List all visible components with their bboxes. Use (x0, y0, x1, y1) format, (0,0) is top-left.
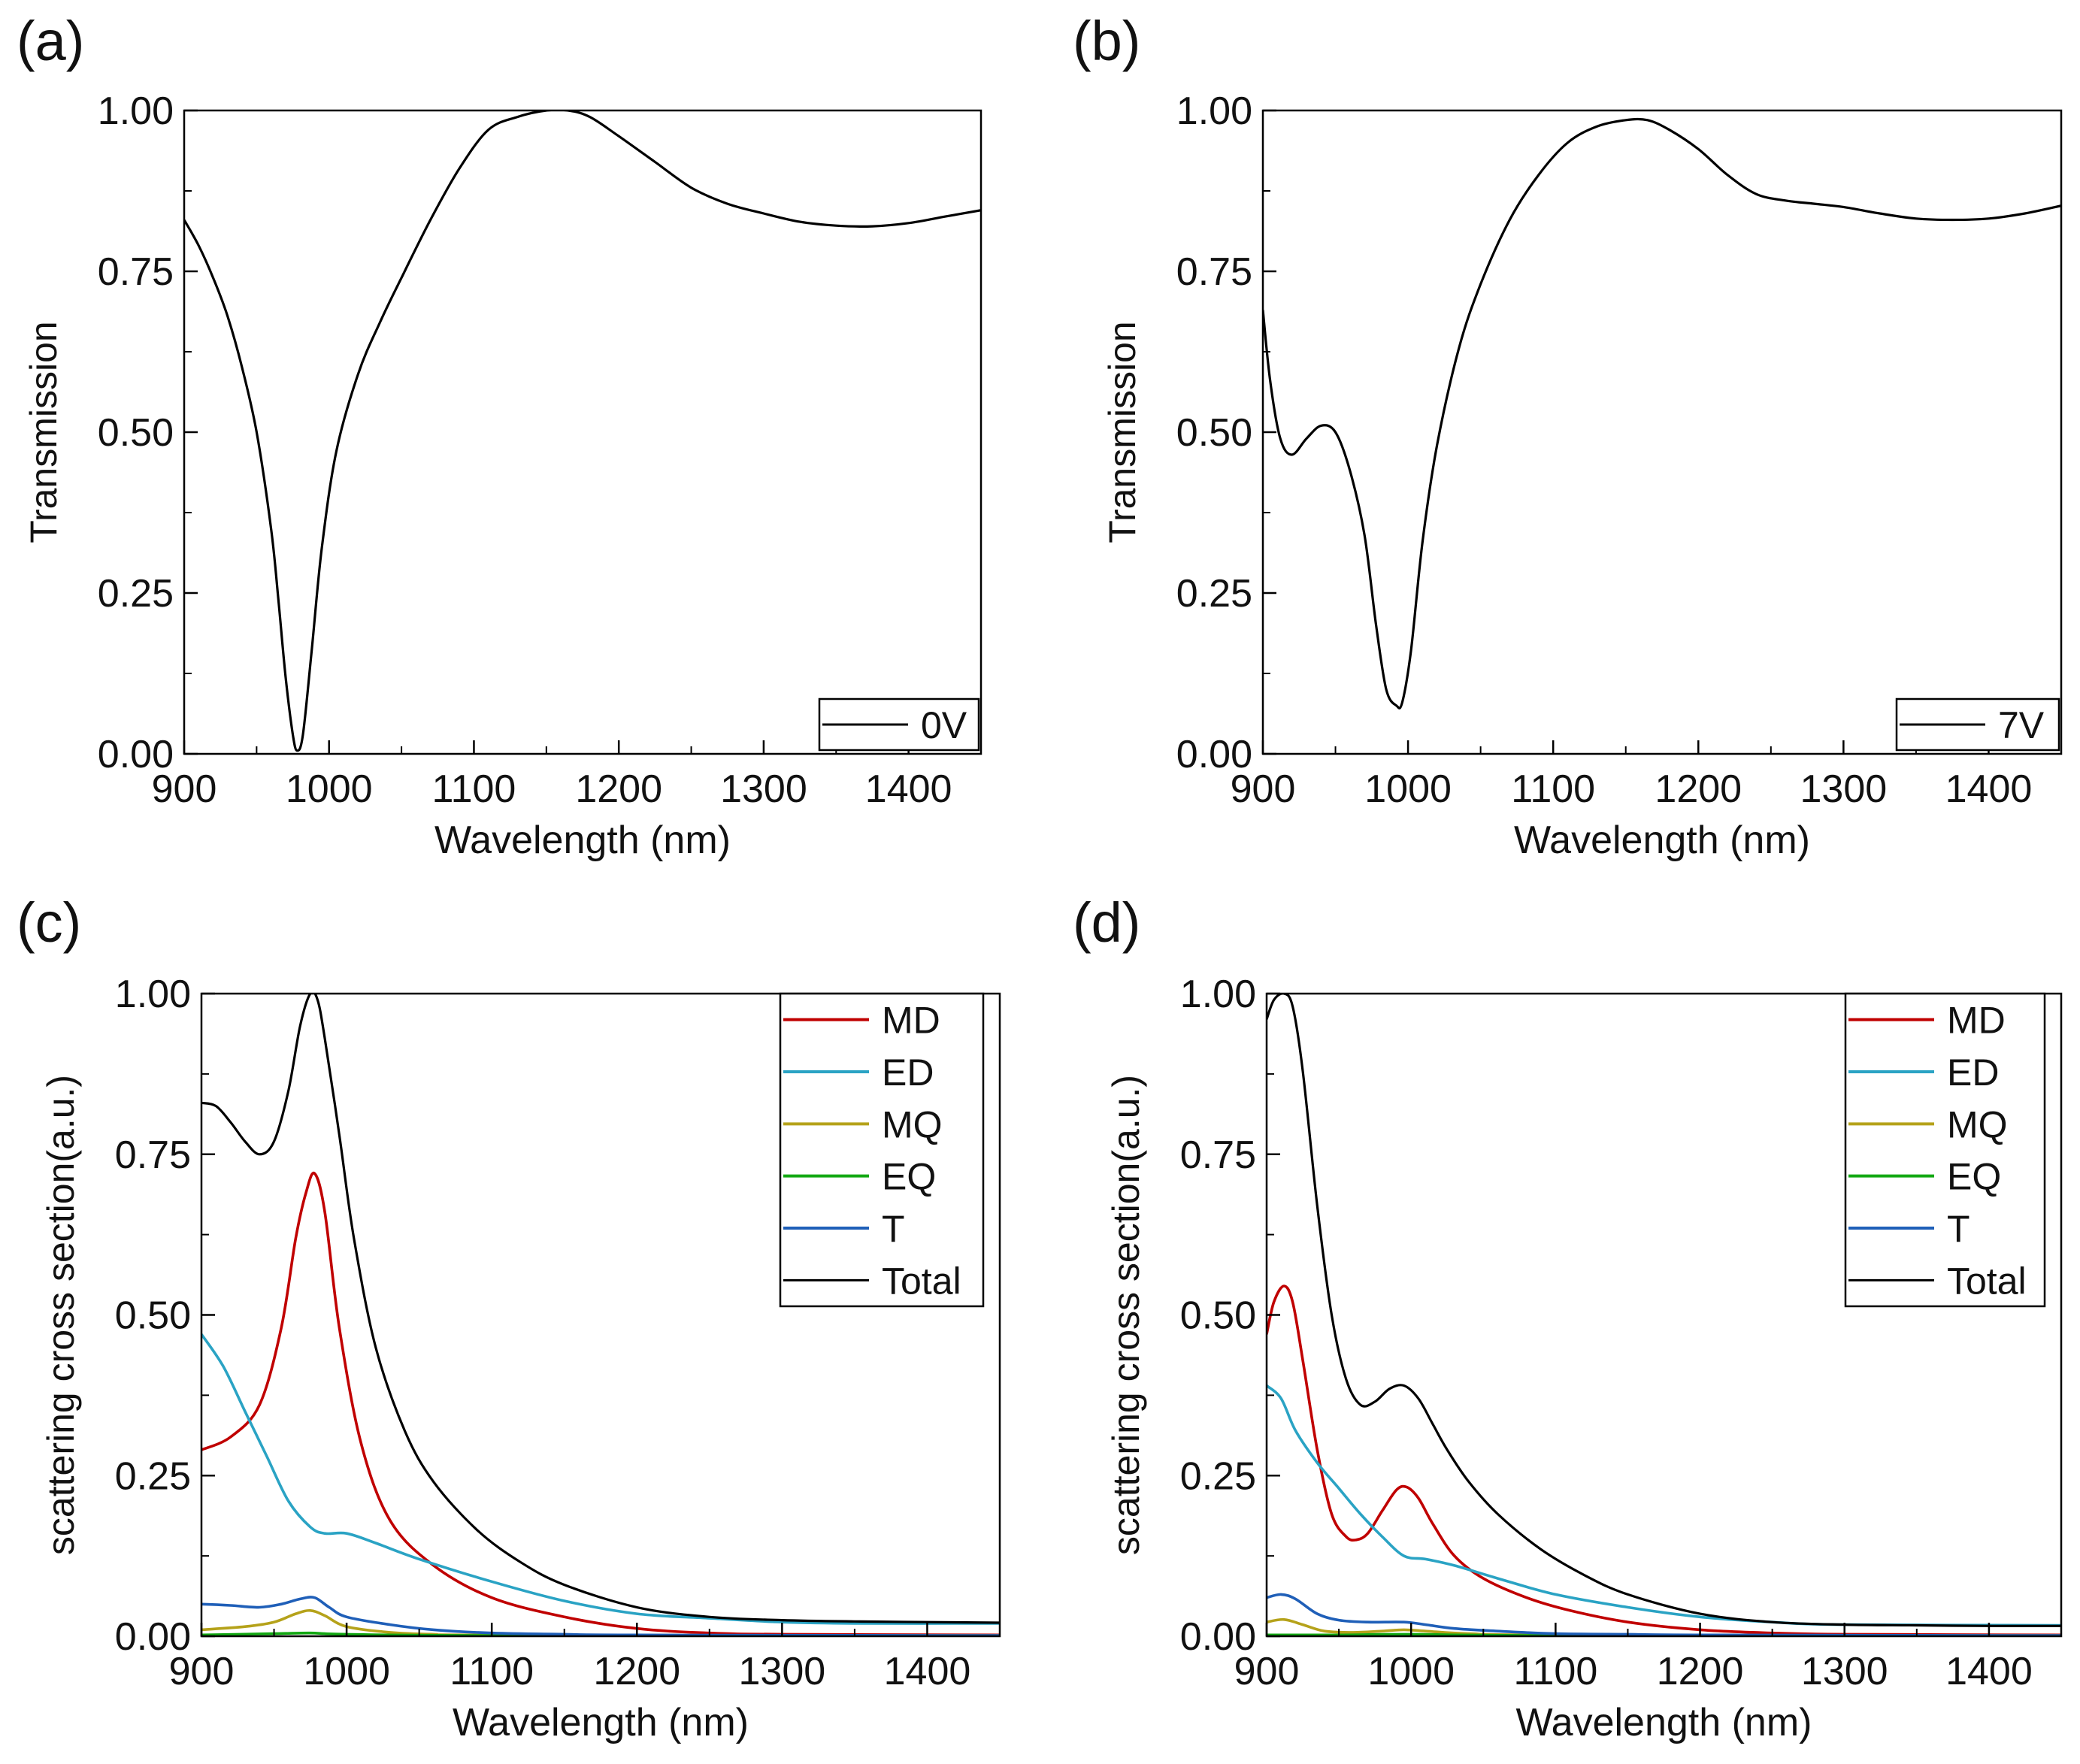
y-tick-label: 1.00 (1180, 973, 1256, 1016)
legend-label-ed: ED (882, 1051, 934, 1094)
y-tick-label: 0.25 (1176, 572, 1252, 616)
x-tick-label: 900 (152, 767, 217, 811)
x-tick-label: 1400 (865, 767, 952, 811)
y-tick-label: 0.00 (115, 1615, 191, 1659)
chart-panel-a: 900 1000 1100 1200 1300 1400 0.00 0.25 0.50 0.75 1… (23, 89, 982, 862)
y-tick-label: 0.25 (115, 1454, 191, 1498)
y-tick-label: 0.00 (1180, 1615, 1256, 1659)
legend-label-md: MD (882, 1000, 940, 1042)
panel-label-c: (c) (17, 891, 82, 954)
y-tick-label: 0.75 (115, 1133, 191, 1177)
legend: MD ED MQ EQ T Total (779, 992, 985, 1308)
y-tick-label: 0.00 (98, 733, 174, 776)
legend-label-t: T (882, 1208, 905, 1250)
y-tick-label: 0.75 (98, 250, 174, 294)
x-axis-label: Wavelength (nm) (1514, 818, 1810, 862)
x-axis-label: Wavelength (nm) (1516, 1701, 1812, 1744)
legend: MD ED MQ EQ T Total (1844, 992, 2046, 1308)
series-line-md (1267, 1284, 2061, 1636)
x-tick-label: 1400 (1945, 767, 2033, 811)
y-tick-label: 0.25 (98, 572, 174, 616)
x-tick-label: 1200 (1655, 767, 1742, 811)
x-tick-label: 1200 (575, 767, 662, 811)
legend-box (1844, 992, 2046, 1308)
x-tick-label: 1300 (1800, 767, 1888, 811)
panel-label-b: (b) (1073, 10, 1141, 72)
panel-label-a: (a) (17, 10, 85, 72)
y-axis-label: Transmission (1101, 321, 1143, 543)
series-line-total (201, 994, 1000, 1624)
series-line-ed (201, 1333, 1000, 1625)
legend-label-eq: EQ (1947, 1156, 2001, 1198)
series-line-t (201, 1596, 1000, 1636)
series-line-md (201, 1171, 1000, 1636)
x-tick-label: 1400 (884, 1650, 971, 1693)
x-tick-label: 1100 (1511, 767, 1595, 811)
chart-panel-d: 900 1000 1100 1200 1300 1400 0.00 0.25 0.50 0.75 1… (1105, 973, 2063, 1744)
x-tick-label: 900 (169, 1650, 235, 1693)
y-tick-label: 0.50 (1180, 1294, 1256, 1338)
legend-label-t: T (1947, 1208, 1970, 1250)
x-tick-label: 1100 (450, 1650, 534, 1693)
chart-panel-c: 900 1000 1100 1200 1300 1400 0.00 0.25 0.50 0.75 1… (40, 973, 1001, 1744)
series-line-7v (1263, 117, 2061, 710)
chart-panel-b: 900 1000 1100 1200 1300 1400 0.00 0.25 0.50 0.75 1… (1101, 89, 2063, 862)
x-tick-label: 1000 (1367, 1650, 1455, 1693)
legend: 7V (1895, 697, 2060, 752)
legend-label-eq: EQ (882, 1156, 936, 1198)
y-tick-label: 0.00 (1176, 733, 1252, 776)
y-tick-label: 0.75 (1180, 1133, 1256, 1177)
x-tick-label: 1400 (1945, 1650, 2033, 1693)
plot-frame (1261, 109, 2063, 755)
series-group (1263, 117, 2061, 710)
legend-label-7v: 7V (1998, 704, 2045, 746)
y-tick-label: 1.00 (98, 89, 174, 133)
y-axis-label: scattering cross section(a.u.) (40, 1075, 82, 1555)
y-tick-label: 0.75 (1176, 250, 1252, 294)
legend: 0V (818, 697, 980, 752)
y-tick-label: 0.25 (1180, 1454, 1256, 1498)
x-axis-label: Wavelength (nm) (434, 818, 731, 862)
plot-frame (183, 109, 982, 755)
legend-label-total: Total (882, 1260, 961, 1302)
y-tick-label: 0.50 (115, 1294, 191, 1338)
x-tick-label: 1300 (720, 767, 807, 811)
y-tick-label: 1.00 (115, 973, 191, 1016)
x-tick-label: 1100 (1513, 1650, 1597, 1693)
y-axis-label: Transmission (23, 321, 65, 543)
y-tick-label: 1.00 (1176, 89, 1252, 133)
x-tick-label: 900 (1231, 767, 1296, 811)
x-tick-label: 1000 (303, 1650, 390, 1693)
x-tick-label: 900 (1234, 1650, 1300, 1693)
x-tick-label: 1300 (739, 1650, 826, 1693)
legend-label-mq: MQ (1947, 1103, 2008, 1145)
series-line-0v (184, 110, 981, 752)
x-axis-label: Wavelength (nm) (453, 1701, 749, 1744)
x-tick-label: 1000 (286, 767, 373, 811)
panel-label-d: (d) (1073, 891, 1141, 954)
series-group (184, 110, 981, 752)
series-line-total (1267, 994, 2061, 1627)
x-tick-label: 1200 (1657, 1650, 1744, 1693)
y-axis-label: scattering cross section(a.u.) (1105, 1075, 1147, 1555)
y-tick-label: 0.50 (98, 411, 174, 455)
legend-label-0v: 0V (921, 704, 967, 746)
legend-label-mq: MQ (882, 1103, 943, 1145)
x-tick-label: 1100 (432, 767, 516, 811)
legend-label-md: MD (1947, 1000, 2006, 1042)
x-tick-label: 1000 (1364, 767, 1452, 811)
legend-label-total: Total (1947, 1260, 2027, 1302)
legend-box (779, 992, 985, 1308)
y-tick-label: 0.50 (1176, 411, 1252, 455)
x-tick-label: 1300 (1801, 1650, 1888, 1693)
legend-label-ed: ED (1947, 1051, 1999, 1094)
x-tick-label: 1200 (593, 1650, 680, 1693)
series-line-t (1267, 1593, 2061, 1636)
